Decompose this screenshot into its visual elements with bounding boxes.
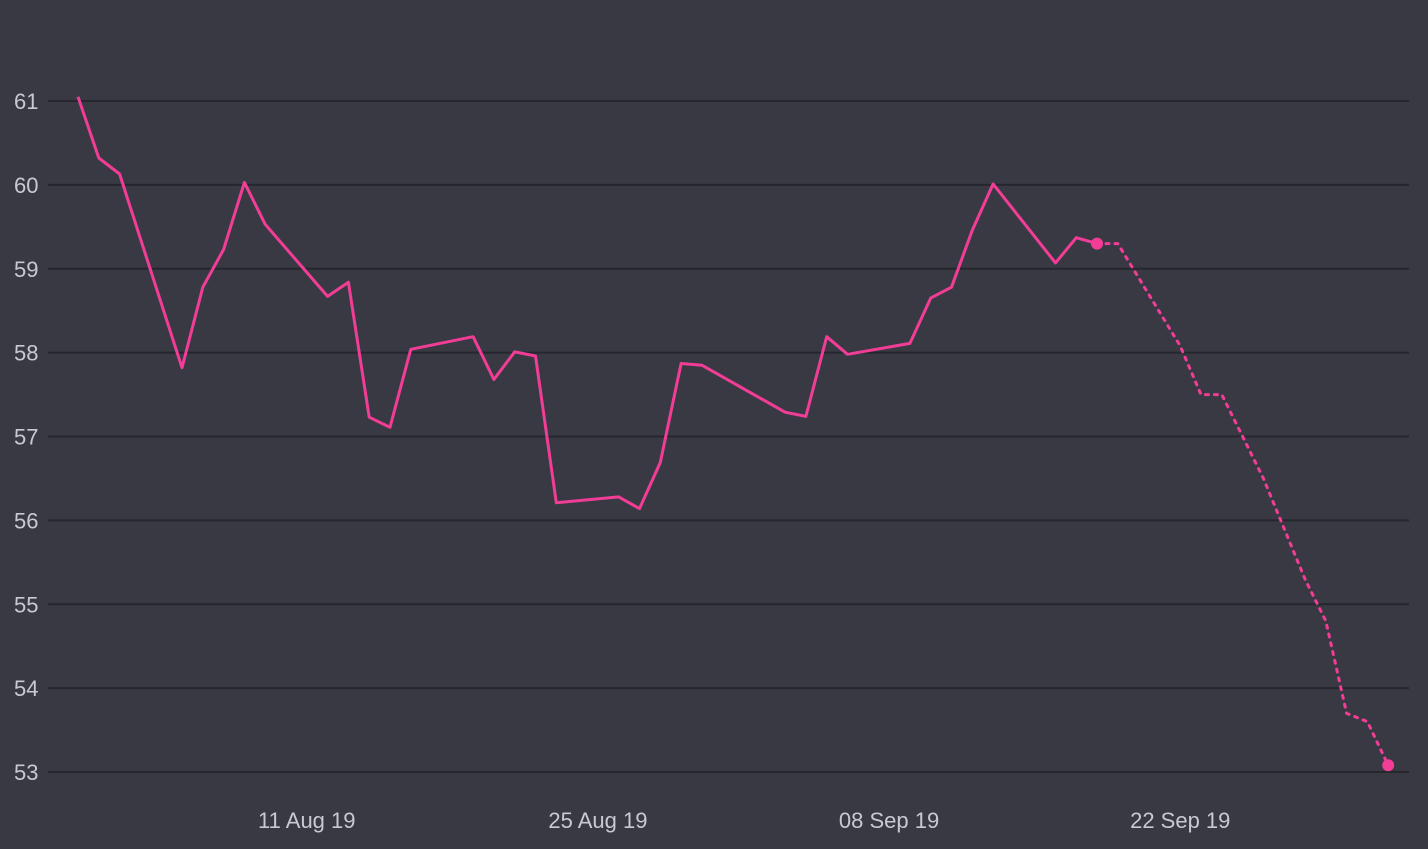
- y-tick-label: 61: [14, 89, 38, 114]
- x-tick-label: 08 Sep 19: [839, 808, 939, 833]
- x-axis: 11 Aug 19 25 Aug 19 08 Sep 19 22 Sep 19: [258, 808, 1230, 833]
- y-axis: 53 54 55 56 57 58 59 60 61: [14, 89, 38, 785]
- forecast-end-point-marker: [1382, 759, 1395, 772]
- y-tick-label: 57: [14, 425, 38, 450]
- y-tick-label: 58: [14, 341, 38, 366]
- y-tick-label: 55: [14, 592, 38, 617]
- y-tick-label: 60: [14, 173, 38, 198]
- grid-lines: [48, 100, 1409, 773]
- x-tick-label: 22 Sep 19: [1130, 808, 1230, 833]
- price-series-line: [76, 96, 1098, 511]
- y-tick-label: 59: [14, 257, 38, 282]
- x-tick-label: 25 Aug 19: [548, 808, 647, 833]
- last-actual-point-marker: [1091, 237, 1104, 250]
- y-tick-label: 54: [14, 676, 38, 701]
- y-tick-label: 53: [14, 760, 38, 785]
- y-tick-label: 56: [14, 508, 38, 533]
- series-group: [76, 96, 1395, 772]
- x-tick-label: 11 Aug 19: [258, 808, 355, 833]
- forecast-series-line: [1095, 242, 1390, 767]
